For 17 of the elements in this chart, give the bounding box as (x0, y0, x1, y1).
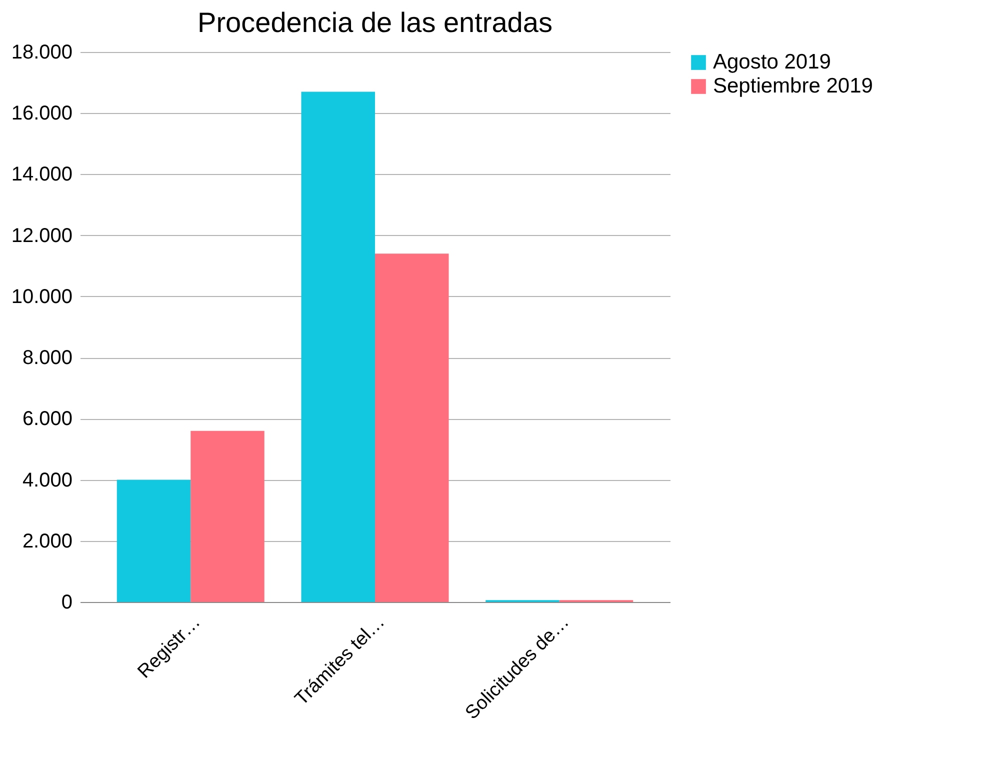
legend-label: Agosto 2019 (713, 50, 831, 74)
y-tick-label: 12.000 (11, 224, 72, 247)
y-tick-label: 0 (61, 592, 72, 614)
chart-title: Procedencia de las entradas (198, 7, 552, 38)
y-tick-label: 16.000 (11, 102, 72, 125)
bar (301, 92, 375, 602)
y-tick-label: 18.000 (11, 42, 72, 64)
y-tick-label: 14.000 (11, 164, 72, 186)
y-tick-label: 8.000 (22, 347, 72, 370)
bar (116, 480, 191, 602)
legend-label: Septiembre 2019 (713, 74, 873, 98)
y-tick-label: 2.000 (22, 530, 72, 552)
bar (375, 254, 449, 602)
bar (190, 430, 264, 602)
y-tick-label: 6.000 (22, 408, 72, 430)
y-tick-label: 4.000 (22, 469, 72, 492)
y-tick-label: 10.000 (11, 286, 72, 308)
